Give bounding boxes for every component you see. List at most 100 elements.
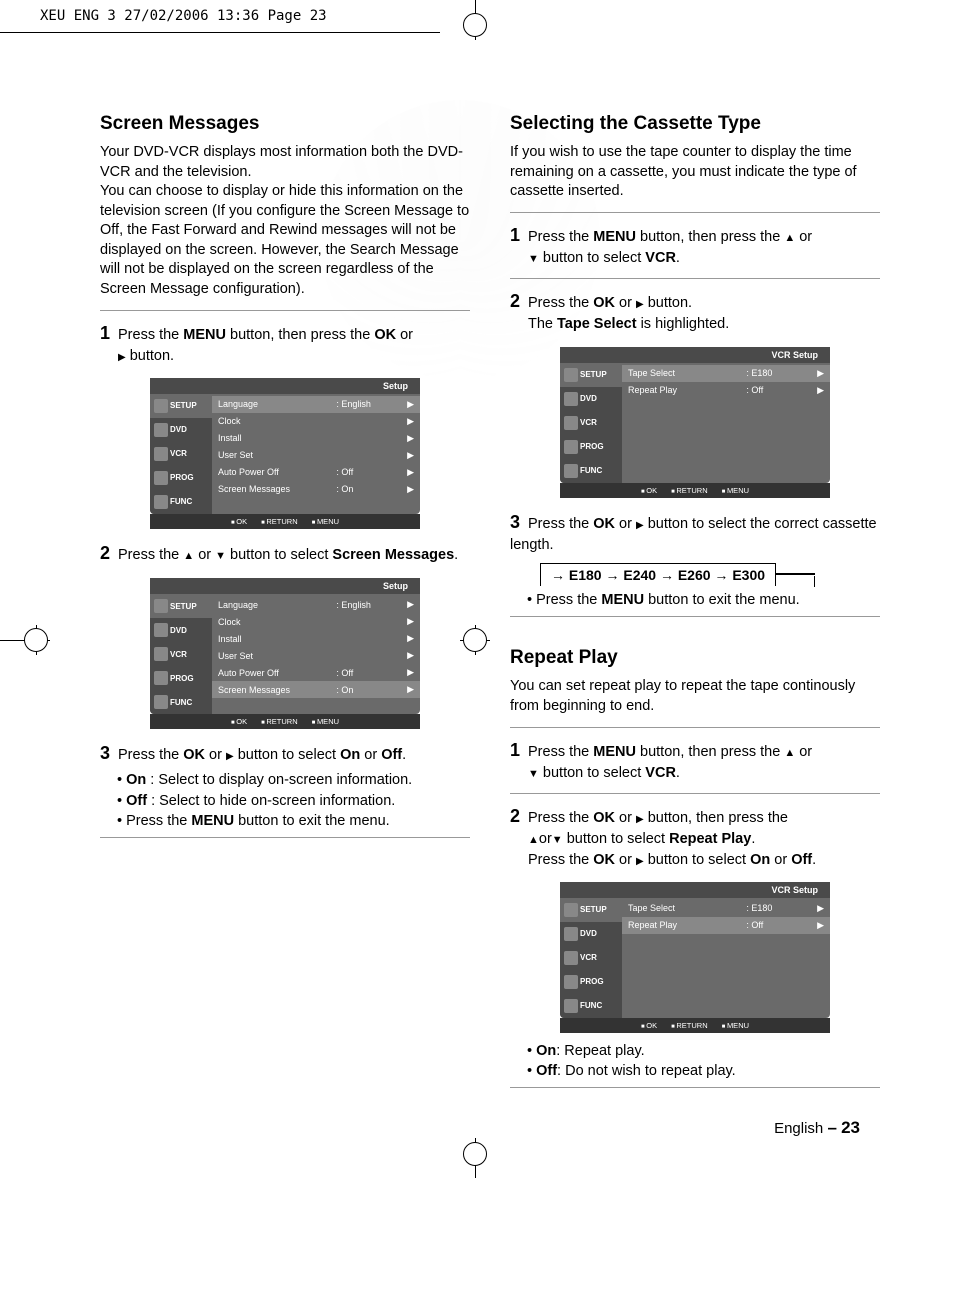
tab-icon <box>154 623 168 637</box>
osd-tab: DVD <box>150 618 212 642</box>
right-arrow-icon <box>636 516 644 532</box>
osd-row: Repeat Play: Off▶ <box>622 382 830 399</box>
osd-main: Tape Select: E180▶ Repeat Play: Off▶ <box>622 363 830 483</box>
osd-tab: SETUP <box>560 363 622 387</box>
heading-repeat: Repeat Play <box>510 647 880 669</box>
up-arrow-icon <box>784 229 795 245</box>
tab-icon <box>154 471 168 485</box>
up-arrow-icon <box>784 744 795 760</box>
osd-row: Clock▶ <box>212 613 420 630</box>
step-3: 3Press the OK or button to select the co… <box>510 506 880 559</box>
osd-screenshot: Setup SETUPDVDVCRPROGFUNC Language: Engl… <box>150 578 420 729</box>
tab-icon <box>154 423 168 437</box>
tab-icon <box>564 392 578 406</box>
osd-title: VCR Setup <box>560 347 830 363</box>
osd-tab: DVD <box>150 418 212 442</box>
osd-row: Auto Power Off: Off▶ <box>212 664 420 681</box>
tab-icon <box>154 399 168 413</box>
osd-row: User Set▶ <box>212 647 420 664</box>
osd-footer-item: OK <box>231 717 247 726</box>
osd-footer-item: RETURN <box>671 486 708 495</box>
step-1: 1Press the MENU button, then press the O… <box>100 317 470 370</box>
heading-screen-messages: Screen Messages <box>100 113 470 135</box>
osd-tab: DVD <box>560 387 622 411</box>
tab-icon <box>154 695 168 709</box>
osd-main: Language: English▶ Clock▶ Install▶ User … <box>212 594 420 714</box>
bullet: • On: Repeat play. <box>510 1041 880 1061</box>
osd-footer-item: RETURN <box>261 517 298 526</box>
osd-row: Install▶ <box>212 630 420 647</box>
page-number: English – 23 <box>510 1118 880 1138</box>
osd-row: Install▶ <box>212 430 420 447</box>
intro-text: If you wish to use the tape counter to d… <box>510 143 880 202</box>
osd-tab: DVD <box>560 922 622 946</box>
tab-icon <box>564 951 578 965</box>
osd-row: Repeat Play: Off▶ <box>622 917 830 934</box>
osd-title: VCR Setup <box>560 882 830 898</box>
osd-tab: FUNC <box>150 690 212 714</box>
osd-footer-item: OK <box>641 1021 657 1030</box>
bullet: • Off: Do not wish to repeat play. <box>510 1061 880 1081</box>
step-2: 2Press the or button to select Screen Me… <box>100 537 470 570</box>
osd-row: User Set▶ <box>212 447 420 464</box>
osd-tab: FUNC <box>560 459 622 483</box>
right-arrow-icon <box>636 810 644 826</box>
bullet: • On : Select to display on-screen infor… <box>100 770 470 790</box>
step-1: 1Press the MENU button, then press the o… <box>510 734 880 787</box>
osd-tab: FUNC <box>560 994 622 1018</box>
heading-cassette: Selecting the Cassette Type <box>510 113 880 135</box>
osd-row: Screen Messages: On▶ <box>212 681 420 698</box>
osd-row: Auto Power Off: Off▶ <box>212 464 420 481</box>
down-arrow-icon <box>215 547 226 563</box>
right-arrow-icon <box>636 852 644 868</box>
crop-header: XEU ENG 3 27/02/2006 13:36 Page 23 <box>0 0 440 33</box>
osd-footer-item: OK <box>641 486 657 495</box>
tab-icon <box>154 647 168 661</box>
osd-main: Tape Select: E180▶ Repeat Play: Off▶ <box>622 898 830 1018</box>
osd-row: Clock▶ <box>212 413 420 430</box>
tab-icon <box>564 368 578 382</box>
osd-row: Language: English▶ <box>212 396 420 413</box>
osd-tab: VCR <box>560 411 622 435</box>
tab-icon <box>154 447 168 461</box>
osd-screenshot: VCR Setup SETUPDVDVCRPROGFUNC Tape Selec… <box>560 882 830 1033</box>
osd-tab: SETUP <box>150 394 212 418</box>
osd-row: Screen Messages: On▶ <box>212 481 420 498</box>
up-arrow-icon <box>528 831 539 847</box>
bullet: • Press the MENU button to exit the menu… <box>510 590 880 610</box>
tab-icon <box>564 440 578 454</box>
tab-icon <box>154 671 168 685</box>
osd-tab: SETUP <box>150 594 212 618</box>
osd-tab: FUNC <box>150 490 212 514</box>
osd-tab: PROG <box>150 466 212 490</box>
tab-icon <box>564 903 578 917</box>
osd-footer-item: OK <box>231 517 247 526</box>
down-arrow-icon <box>552 831 563 847</box>
intro-text: Your DVD-VCR displays most information b… <box>100 143 470 300</box>
osd-title: Setup <box>150 378 420 394</box>
bullet: • Off : Select to hide on-screen informa… <box>100 791 470 811</box>
osd-footer-item: MENU <box>722 1021 749 1030</box>
tab-icon <box>564 999 578 1013</box>
osd-tab: VCR <box>560 946 622 970</box>
osd-footer: OK RETURN MENU <box>560 483 830 498</box>
right-arrow-icon <box>226 747 234 763</box>
step-2: 2Press the OK or button, then press the … <box>510 800 880 874</box>
osd-tabs: SETUPDVDVCRPROGFUNC <box>560 898 622 1018</box>
osd-screenshot: VCR Setup SETUPDVDVCRPROGFUNC Tape Selec… <box>560 347 830 498</box>
osd-tabs: SETUPDVDVCRPROGFUNC <box>150 394 212 514</box>
step-3: 3Press the OK or button to select On or … <box>100 737 470 770</box>
tab-icon <box>564 416 578 430</box>
step-2: 2Press the OK or button. The Tape Select… <box>510 285 880 338</box>
osd-footer-item: MENU <box>722 486 749 495</box>
tab-icon <box>564 927 578 941</box>
tab-icon <box>154 495 168 509</box>
tab-icon <box>154 599 168 613</box>
osd-tab: PROG <box>150 666 212 690</box>
down-arrow-icon <box>528 250 539 266</box>
osd-tab: VCR <box>150 442 212 466</box>
down-arrow-icon <box>528 765 539 781</box>
step-1: 1Press the MENU button, then press the o… <box>510 219 880 272</box>
osd-tab: PROG <box>560 435 622 459</box>
osd-footer-item: RETURN <box>671 1021 708 1030</box>
